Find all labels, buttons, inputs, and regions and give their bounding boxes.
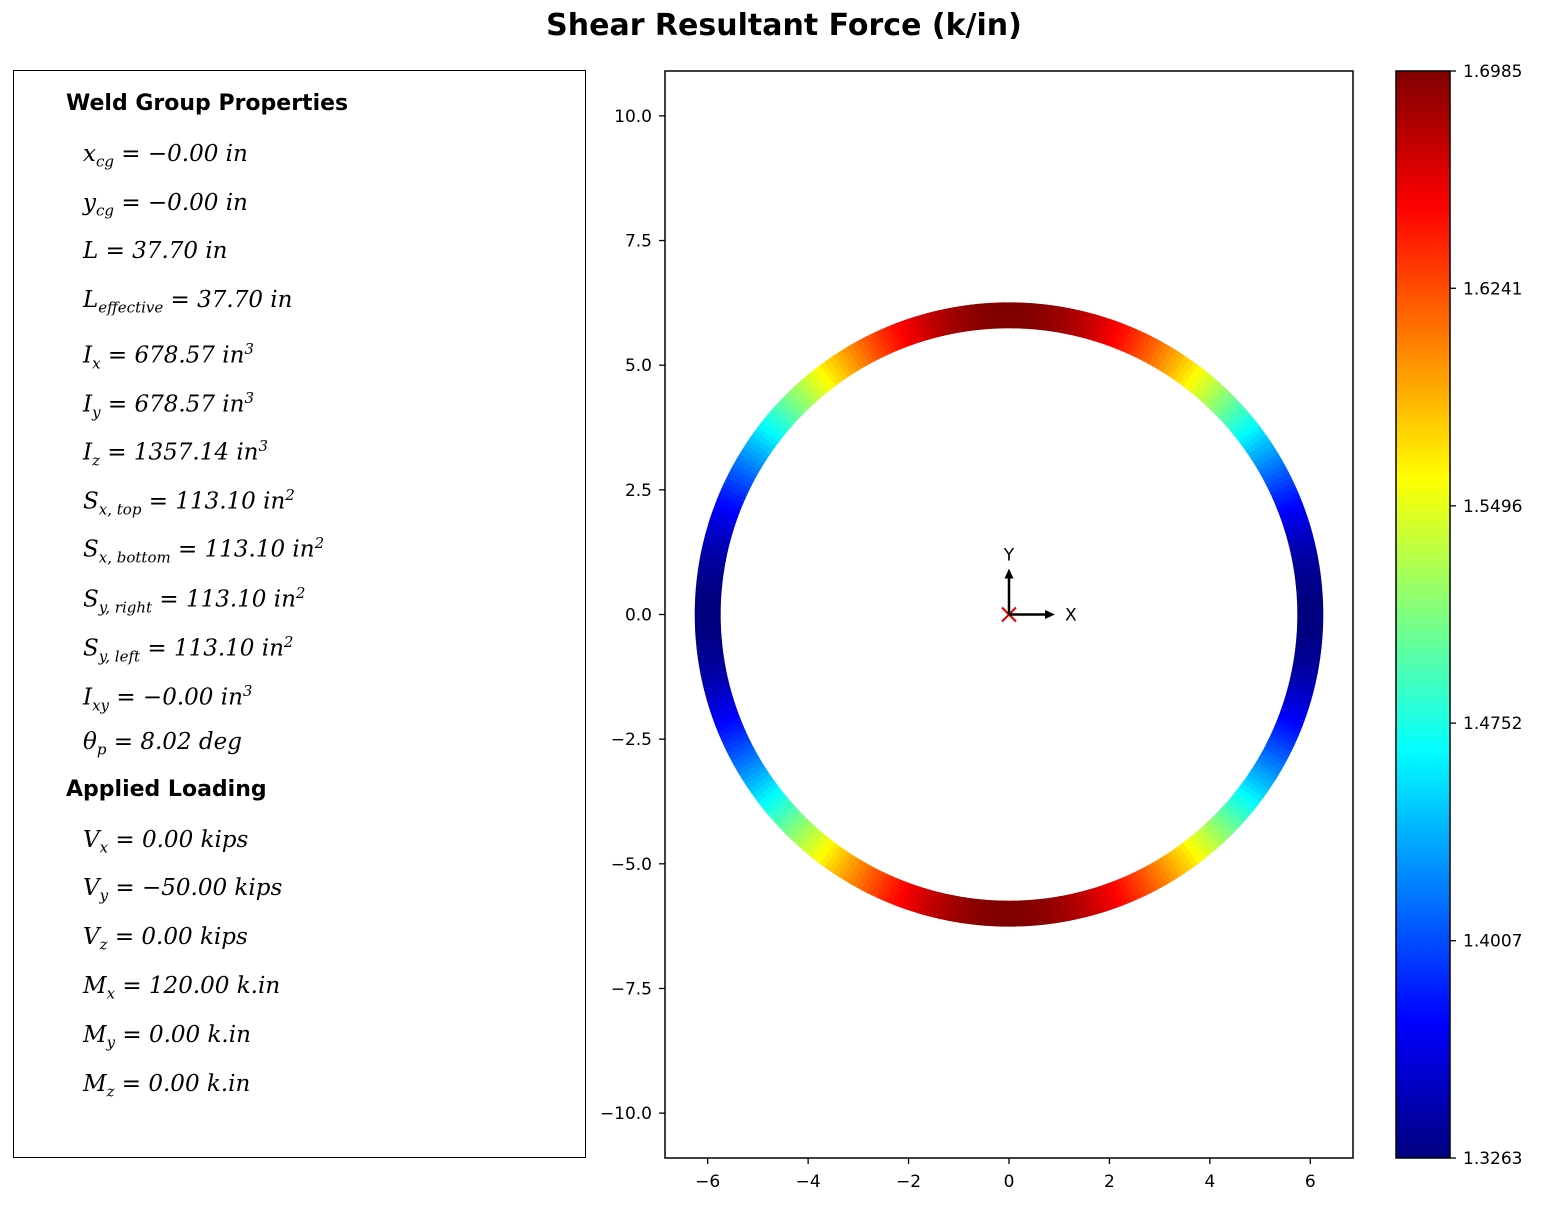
colorbar-tick-label: 1.3263 [1463, 1149, 1522, 1169]
colorbar [1395, 70, 1451, 1159]
colorbar-tick-label: 1.6985 [1463, 62, 1522, 82]
x-axis-arrow-label: X [1065, 606, 1077, 626]
prop-iy: Iy = 678.57 in3 [83, 389, 254, 422]
load-mx: Mx = 120.00 k.in [83, 973, 281, 1003]
prop-x-cg: xcg = −0.00 in [83, 141, 248, 171]
x-tick-label: 0 [1004, 1172, 1015, 1192]
x-arrow-head [1045, 610, 1055, 619]
x-tick-label: 4 [1204, 1172, 1215, 1192]
load-vx: Vx = 0.00 kips [83, 827, 249, 857]
colorbar-tick-label: 1.4752 [1463, 714, 1522, 734]
y-tick-label: 5.0 [625, 356, 652, 376]
weld-segment [1148, 861, 1167, 888]
y-tick-label: 0.0 [625, 606, 652, 626]
prop-sx-bottom: Sx, bottom = 113.10 in2 [83, 534, 325, 567]
load-vy: Vy = −50.00 kips [83, 875, 283, 905]
prop-effective-length: Leffective = 37.70 in [83, 287, 293, 317]
x-tick-label: −6 [695, 1172, 720, 1192]
y-tick-label: 10.0 [614, 107, 652, 127]
x-tick-label: 2 [1104, 1172, 1115, 1192]
colorbar-tick-label: 1.6241 [1463, 279, 1522, 299]
weld-ring [694, 302, 1324, 927]
y-arrow-head [1004, 568, 1014, 579]
y-tick-label: 2.5 [625, 481, 652, 501]
applied-loading-header: Applied Loading [66, 777, 267, 802]
x-axis: −6 −4 −2 0 2 4 6 [695, 1158, 1316, 1192]
colorbar-ticks: 1.6985 1.6241 1.5496 1.4752 1.4007 1.3263 [1450, 62, 1522, 1169]
y-tick-label: −2.5 [611, 730, 652, 750]
chart-title: Shear Resultant Force (k/in) [546, 8, 1022, 43]
prop-ixy: Ixy = −0.00 in3 [83, 682, 253, 715]
y-tick-label: −7.5 [611, 979, 652, 999]
prop-length: L = 37.70 in [83, 238, 228, 264]
x-tick-label: 6 [1305, 1172, 1316, 1192]
colorbar-tick-label: 1.5496 [1463, 497, 1522, 517]
local-axes-arrows: X Y [1003, 546, 1077, 626]
y-tick-label: −10.0 [600, 1104, 652, 1124]
x-tick-label: −4 [796, 1172, 821, 1192]
y-axis-arrow-label: Y [1003, 546, 1015, 566]
load-mz: Mz = 0.00 k.in [83, 1071, 251, 1101]
prop-sy-left: Sy, left = 113.10 in2 [83, 633, 294, 666]
colorbar-tick-label: 1.4007 [1463, 932, 1522, 952]
load-my: My = 0.00 k.in [83, 1022, 251, 1052]
y-axis: 10.0 7.5 5.0 2.5 0.0 −2.5 −5.0 −7.5 −10.0 [600, 107, 665, 1124]
properties-panel: Weld Group Properties xcg = −0.00 in ycg… [13, 70, 586, 1158]
x-tick-label: −2 [896, 1172, 921, 1192]
y-tick-label: −5.0 [611, 855, 652, 875]
weld-properties-header: Weld Group Properties [66, 91, 349, 116]
y-tick-label: 7.5 [625, 232, 652, 252]
prop-sx-top: Sx, top = 113.10 in2 [83, 486, 295, 519]
load-vz: Vz = 0.00 kips [83, 924, 248, 954]
prop-iz: Iz = 1357.14 in3 [83, 437, 269, 470]
prop-y-cg: ycg = −0.00 in [83, 190, 248, 220]
prop-theta-p: θp = 8.02 deg [83, 729, 242, 759]
prop-sy-right: Sy, right = 113.10 in2 [83, 584, 306, 617]
prop-ix: Ix = 678.57 in3 [83, 340, 254, 373]
